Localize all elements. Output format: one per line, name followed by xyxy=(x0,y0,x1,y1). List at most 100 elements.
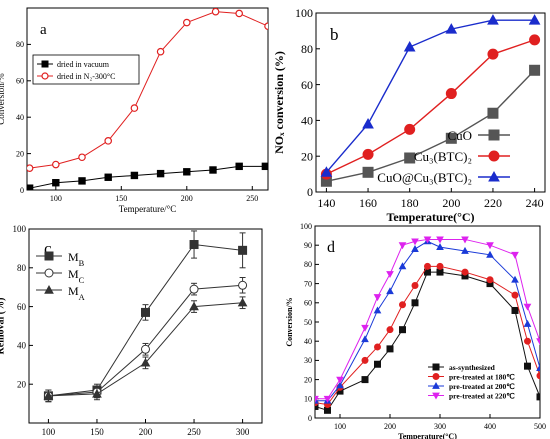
y-tick-label: 80 xyxy=(16,40,24,49)
y-tick-label: 40 xyxy=(17,341,27,351)
data-point xyxy=(373,306,382,314)
plot-area xyxy=(43,230,248,403)
data-point xyxy=(398,262,407,270)
data-point xyxy=(436,268,444,276)
data-point xyxy=(315,395,319,403)
data-point xyxy=(320,166,333,177)
legend-label: CuO xyxy=(447,128,472,143)
legend-marker xyxy=(488,150,500,162)
data-point xyxy=(487,48,499,60)
data-point xyxy=(52,179,60,187)
data-point xyxy=(411,245,419,252)
series-line xyxy=(326,39,535,175)
data-point xyxy=(386,271,394,279)
plot-area xyxy=(320,14,541,187)
data-point xyxy=(524,337,531,345)
x-axis-label: Temperature(°C) xyxy=(386,210,474,224)
data-point xyxy=(92,388,102,398)
y-axis-label: Conversion/% xyxy=(0,73,6,125)
series-1 xyxy=(315,262,540,409)
plot-area xyxy=(27,8,268,190)
x-tick-label: 500 xyxy=(534,422,546,431)
data-point xyxy=(411,282,419,290)
x-tick-label: 400 xyxy=(484,422,496,431)
y-tick-label: 60 xyxy=(304,299,312,308)
legend-marker xyxy=(488,170,500,182)
legend-label: Cu₃(BTC)₂ xyxy=(414,149,472,164)
x-tick-label: 200 xyxy=(442,196,460,210)
data-point xyxy=(523,303,532,311)
x-tick-label: 100 xyxy=(334,422,346,431)
legend-label: as-synthesized xyxy=(449,363,496,372)
plot-area xyxy=(315,236,540,414)
x-tick-label: 250 xyxy=(187,427,201,437)
series-line xyxy=(29,165,266,189)
data-point xyxy=(511,306,519,314)
series-3 xyxy=(315,236,540,403)
plot-frame xyxy=(315,12,546,193)
x-axis-label: Temperature(°C) xyxy=(398,432,457,439)
data-point xyxy=(529,64,541,76)
data-point xyxy=(27,164,34,172)
series-1 xyxy=(320,34,541,180)
data-point xyxy=(209,166,217,174)
data-point xyxy=(140,357,151,367)
series-2 xyxy=(320,14,541,177)
data-point xyxy=(156,47,165,56)
x-tick-label: 200 xyxy=(384,422,396,431)
data-point xyxy=(264,22,268,30)
y-tick-label: 80 xyxy=(17,263,27,273)
data-point xyxy=(315,402,319,410)
series-2 xyxy=(43,296,248,403)
x-tick-label: 160 xyxy=(359,196,377,210)
data-point xyxy=(404,152,416,164)
y-tick-label: 60 xyxy=(301,78,313,92)
data-point xyxy=(362,117,374,129)
y-tick-label: 80 xyxy=(304,260,312,269)
data-point xyxy=(511,251,519,259)
legend-label: pre-treated at 200℃ xyxy=(449,382,515,391)
data-point xyxy=(104,173,112,181)
data-point xyxy=(487,107,499,119)
y-tick-label: 40 xyxy=(301,114,313,128)
legend-label: MB xyxy=(68,250,85,268)
legend-marker xyxy=(488,129,500,141)
panel-label: b xyxy=(330,25,339,44)
data-point xyxy=(399,301,406,309)
panel-label: a xyxy=(40,22,47,38)
legend: CuO Cu₃(BTC)₂ CuO@Cu₃(BTC)₂ xyxy=(377,128,510,185)
legend-marker xyxy=(41,72,49,80)
data-point xyxy=(445,88,457,100)
data-point xyxy=(403,40,416,52)
x-tick-label: 300 xyxy=(236,427,250,437)
legend-marker xyxy=(432,373,440,380)
series-line xyxy=(29,11,268,169)
panel-a: 100 150 200 250 0 20 40 60 80 Temperature/°C Conve… xyxy=(0,7,269,214)
y-tick-label: 50 xyxy=(304,318,312,327)
data-point xyxy=(536,393,540,401)
y-tick-label: 0 xyxy=(20,186,24,195)
y-tick-label: 20 xyxy=(304,375,312,384)
series-line xyxy=(326,69,536,182)
y-axis-label: Removal (%) xyxy=(0,298,7,355)
data-point xyxy=(536,338,540,346)
x-tick-label: 140 xyxy=(317,196,335,210)
x-tick-label: 250 xyxy=(246,194,258,203)
data-point xyxy=(130,171,139,180)
x-tick-label: 100 xyxy=(50,194,62,203)
data-point xyxy=(238,245,248,255)
data-point xyxy=(445,23,458,34)
y-axis-label: NOₓ conversion (%) xyxy=(272,51,286,154)
legend-marker xyxy=(44,284,54,294)
x-tick-label: 200 xyxy=(139,427,153,437)
data-point xyxy=(524,362,531,370)
legend-box xyxy=(32,54,140,85)
data-point xyxy=(238,280,248,290)
x-tick-label: 180 xyxy=(401,196,419,210)
y-tick-label: 0 xyxy=(307,185,313,199)
data-point xyxy=(324,406,331,414)
legend-label: CuO@Cu₃(BTC)₂ xyxy=(377,170,472,185)
y-tick-label: 0 xyxy=(308,414,312,423)
